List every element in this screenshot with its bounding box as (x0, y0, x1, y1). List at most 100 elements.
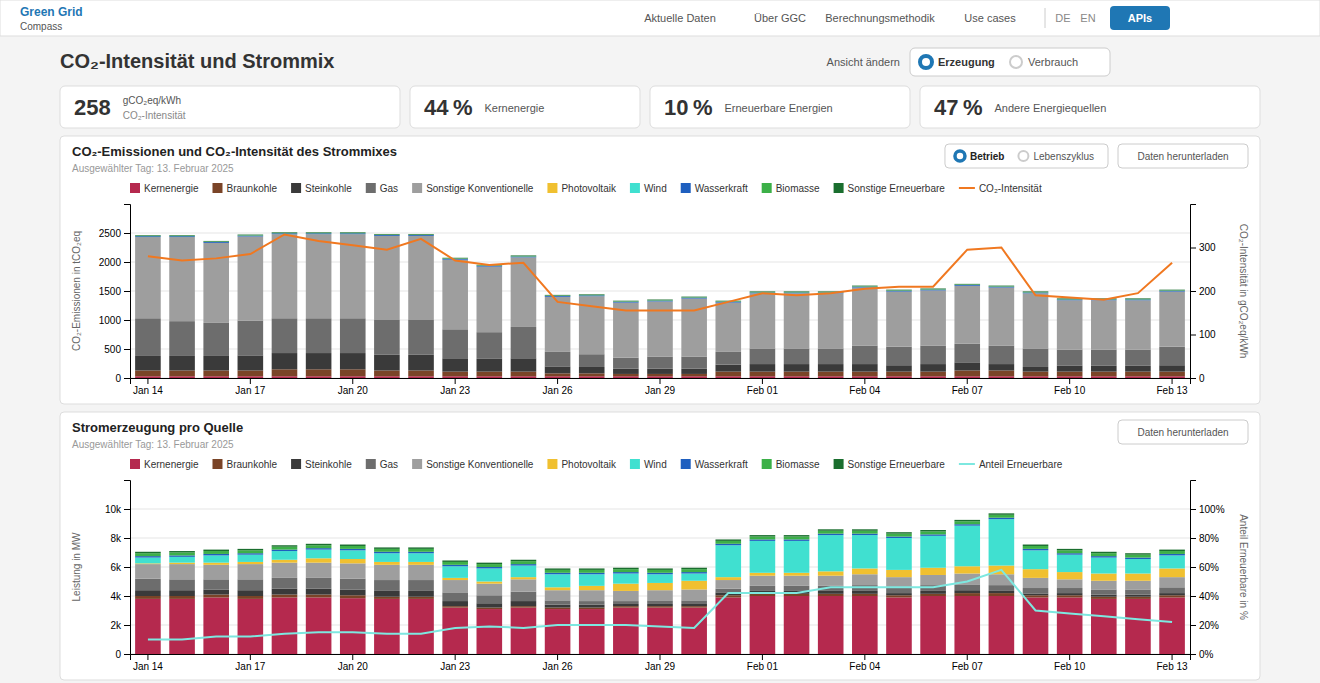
bar (203, 242, 229, 243)
bar (306, 369, 332, 376)
tick: 8k (110, 533, 130, 544)
chart-subtitle: Ausgewählter Tag: 13. Februar 2025 (72, 163, 234, 174)
bar (477, 266, 503, 267)
tick-mark (557, 654, 558, 660)
lang-link[interactable]: DE (1055, 12, 1070, 24)
radio-label[interactable]: Lebenszyklus (1033, 151, 1094, 162)
bar (818, 531, 844, 534)
nav-link[interactable]: Über GGC (754, 12, 806, 24)
bar (477, 609, 503, 654)
bar-series (135, 232, 1185, 301)
bar (1091, 366, 1117, 372)
legend-item: Kernenergie (130, 459, 199, 470)
bar (613, 608, 639, 654)
bar-series (135, 234, 1185, 358)
bar (954, 283, 980, 285)
panel-background (60, 136, 1260, 404)
legend-swatch (959, 187, 975, 189)
download-button[interactable] (1118, 420, 1248, 444)
bar (340, 369, 366, 376)
nav-link[interactable]: Use cases (964, 12, 1016, 24)
bar-series (135, 515, 1185, 573)
tick-mark (1190, 596, 1196, 597)
tick: Jan 14 (133, 654, 163, 672)
bar (647, 570, 673, 573)
kpi-card-background (60, 86, 400, 128)
tick-mark (352, 378, 353, 384)
bar (306, 234, 332, 235)
api-button[interactable] (1110, 6, 1170, 30)
bar (272, 318, 298, 353)
bar (613, 569, 639, 572)
bar (477, 568, 503, 581)
bar (545, 373, 571, 376)
radio-selected[interactable] (955, 151, 965, 161)
tick: Jan 20 (338, 654, 368, 672)
bar (852, 568, 878, 574)
bar (920, 290, 946, 291)
kpi-value: 47 % (934, 95, 982, 120)
bar (545, 573, 571, 574)
legend-label: Wasserkraft (695, 459, 748, 470)
bar (750, 376, 776, 378)
tick-mark (124, 625, 130, 626)
bar (784, 376, 810, 378)
bar (408, 370, 434, 376)
radio-selected[interactable] (920, 56, 932, 68)
bar (1023, 594, 1049, 595)
kpi-card-background (410, 86, 640, 128)
nav-link[interactable]: Berechnungsmethodik (825, 12, 935, 24)
radio-unselected[interactable] (1010, 56, 1022, 68)
bar (374, 235, 400, 236)
bar (613, 300, 639, 302)
bar-series (135, 376, 1185, 378)
tick-mark (660, 654, 661, 660)
bar (579, 586, 605, 590)
bar (681, 374, 707, 376)
download-label[interactable]: Daten herunterladen (1137, 427, 1228, 438)
bar (920, 289, 946, 290)
bar (1091, 300, 1117, 349)
bar (306, 234, 332, 318)
x-axis: Jan 14Jan 17Jan 20Jan 23Jan 26Jan 29Feb … (131, 378, 1191, 396)
bar (169, 237, 195, 238)
api-button-label[interactable]: APIs (1128, 12, 1152, 24)
bar (818, 364, 844, 372)
nav-link[interactable]: Aktuelle Daten (644, 12, 716, 24)
tick-label: 0 (1199, 373, 1205, 384)
bar (135, 553, 161, 556)
bar (272, 589, 298, 595)
bar (169, 553, 195, 556)
bar (613, 358, 639, 369)
lang-link[interactable]: EN (1080, 12, 1095, 24)
legend-item: Wasserkraft (681, 459, 748, 470)
tick-mark (1172, 378, 1173, 384)
tick-label: Jan 20 (338, 661, 368, 672)
bar (442, 258, 468, 259)
legend-item: Photovoltaik (547, 183, 616, 194)
legend-swatch (630, 459, 640, 469)
radio-unselected[interactable] (1018, 151, 1028, 161)
radio-label[interactable]: Erzeugung (938, 56, 995, 68)
tick: Feb 04 (849, 654, 881, 672)
bar (1091, 376, 1117, 378)
download-button[interactable] (1118, 144, 1248, 168)
bar (408, 547, 434, 548)
tick-mark (762, 654, 763, 660)
tick-mark (1190, 248, 1196, 249)
bar (1023, 367, 1049, 372)
radio-label[interactable]: Betrieb (970, 151, 1004, 162)
tick: Jan 23 (440, 654, 470, 672)
bar (135, 236, 161, 238)
bar (272, 595, 298, 598)
y2-axis-title: CO₂-Intensität in gCO₂eq/kWh (1238, 224, 1249, 358)
tick-mark (124, 567, 130, 568)
radio-label[interactable]: Verbrauch (1028, 56, 1078, 68)
download-label[interactable]: Daten herunterladen (1137, 151, 1228, 162)
tick-label: 100% (1199, 504, 1225, 515)
bar (511, 257, 537, 258)
chart-subtitle: Ausgewählter Tag: 13. Februar 2025 (72, 439, 234, 450)
bar (135, 235, 161, 236)
bar (238, 599, 264, 654)
bar (579, 294, 605, 296)
